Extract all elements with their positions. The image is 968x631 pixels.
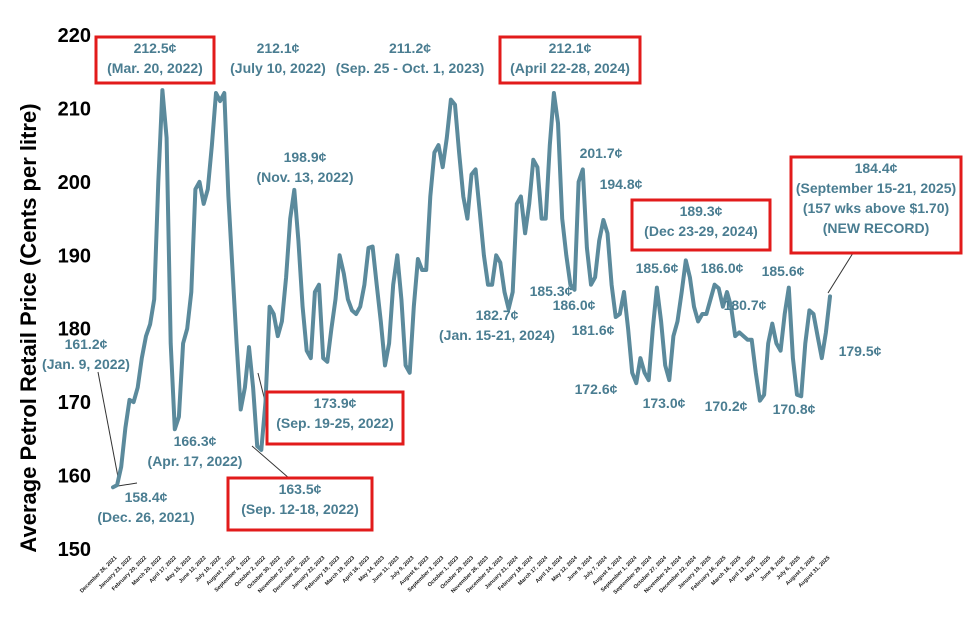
annotation-text: 182.7¢ [476, 307, 519, 323]
annotation-apr2022: 166.3¢ (Apr. 17, 2022) [148, 433, 243, 469]
y-tick-label: 210 [58, 98, 91, 120]
point-label: 186.0¢ [701, 260, 744, 276]
y-axis-label: Average Petrol Retail Price (Cents per l… [16, 103, 41, 552]
point-label: 179.5¢ [839, 343, 882, 359]
series-line [111, 88, 832, 490]
annotation-text: 184.4¢ [855, 160, 898, 176]
annotation-sep19: 173.9¢ (Sep. 19-25, 2022) [265, 390, 405, 446]
annotation-nov2022: 198.9¢ (Nov. 13, 2022) [256, 149, 353, 185]
annotation-text: 212.1¢ [257, 40, 300, 56]
annotation-text: 158.4¢ [125, 489, 168, 505]
annotation-box [630, 198, 772, 252]
leader-lines [97, 252, 854, 487]
annotation-text: (Sep. 25 - Oct. 1, 2023) [336, 60, 485, 76]
y-tick-label: 170 [58, 392, 91, 414]
annotation-mar2022: 212.5¢ (Mar. 20, 2022) [94, 35, 216, 85]
annotation-sep2023: 211.2¢ (Sep. 25 - Oct. 1, 2023) [336, 40, 485, 76]
point-label: 172.6¢ [575, 381, 618, 397]
annotation-box [94, 35, 216, 85]
annotation-text: 161.2¢ [65, 336, 108, 352]
annotation-text: (September 15-21, 2025) [796, 180, 956, 196]
annotation-text: 163.5¢ [279, 481, 322, 497]
annotation-text: 212.1¢ [549, 40, 592, 56]
annotation-text: (Mar. 20, 2022) [107, 60, 203, 76]
annotation-box [498, 35, 642, 85]
annotation-text: (157 wks above $1.70) [803, 200, 949, 216]
annotation-text: (Sep. 19-25, 2022) [276, 415, 394, 431]
point-label: 185.3¢ [530, 283, 573, 299]
annotation-text: (NEW RECORD) [823, 220, 930, 236]
point-label: 181.6¢ [572, 322, 615, 338]
annotation-text: 211.2¢ [389, 40, 431, 56]
leader-line [117, 482, 138, 487]
annotation-dec2024: 189.3¢ (Dec 23-29, 2024) [630, 198, 772, 252]
point-label: 170.8¢ [773, 401, 816, 417]
point-labels: 201.7¢194.8¢185.3¢186.0¢181.6¢185.6¢ 186.… [530, 145, 882, 417]
point-label: 185.6¢ [636, 260, 679, 276]
annotation-text: (Nov. 13, 2022) [256, 169, 353, 185]
point-label: 194.8¢ [600, 176, 643, 192]
annotation-apr2024: 212.1¢ (April 22-28, 2024) [498, 35, 642, 85]
annotation-box [789, 155, 963, 255]
annotation-dec2021: 158.4¢ (Dec. 26, 2021) [97, 489, 194, 525]
annotation-text: 189.3¢ [680, 203, 723, 219]
annotations: 212.5¢ (Mar. 20, 2022) 212.1¢ (July 10, 202… [42, 35, 963, 532]
annotation-box [265, 390, 405, 446]
annotation-text: (Jan. 9, 2022) [42, 356, 130, 372]
y-tick-label: 180 [58, 319, 91, 341]
y-tick-label: 150 [58, 539, 91, 561]
leader-line [251, 445, 291, 480]
annotation-box [226, 476, 374, 532]
y-tick-label: 190 [58, 245, 91, 267]
point-label: 185.6¢ [762, 263, 805, 279]
annotation-text: (Dec 23-29, 2024) [644, 223, 758, 239]
y-tick-label: 200 [58, 172, 91, 194]
annotation-text: (April 22-28, 2024) [510, 60, 630, 76]
y-axis: 150 160 170 180 190 200 210 220 [58, 25, 91, 561]
y-tick-label: 160 [58, 466, 91, 488]
annotation-text: (Dec. 26, 2021) [97, 509, 194, 525]
annotation-text: 198.9¢ [284, 149, 327, 165]
annotation-text: (July 10, 2022) [230, 60, 326, 76]
annotation-sep12: 163.5¢ (Sep. 12-18, 2022) [226, 476, 374, 532]
annotation-text: (Jan. 15-21, 2024) [439, 327, 555, 343]
annotation-text: (Apr. 17, 2022) [148, 453, 243, 469]
annotation-sep2025: 184.4¢ (September 15-21, 2025) (157 wks ab… [789, 155, 963, 255]
point-label: 170.2¢ [705, 398, 748, 414]
annotation-text: 166.3¢ [174, 433, 217, 449]
annotation-jan2024: 182.7¢ (Jan. 15-21, 2024) [439, 307, 555, 343]
annotation-text: 173.9¢ [314, 395, 357, 411]
leader-line [97, 371, 119, 478]
point-label: 186.0¢ [553, 297, 596, 313]
point-label: 201.7¢ [580, 145, 623, 161]
y-tick-label: 220 [58, 25, 91, 47]
annotation-text: 212.5¢ [134, 40, 177, 56]
point-label: 180.7¢ [724, 297, 767, 313]
annotation-jan2022: 161.2¢ (Jan. 9, 2022) [42, 336, 130, 372]
annotation-jul2022: 212.1¢ (July 10, 2022) [230, 40, 326, 76]
leader-line [827, 252, 854, 294]
annotation-text: (Sep. 12-18, 2022) [241, 501, 359, 517]
point-label: 173.0¢ [643, 395, 686, 411]
